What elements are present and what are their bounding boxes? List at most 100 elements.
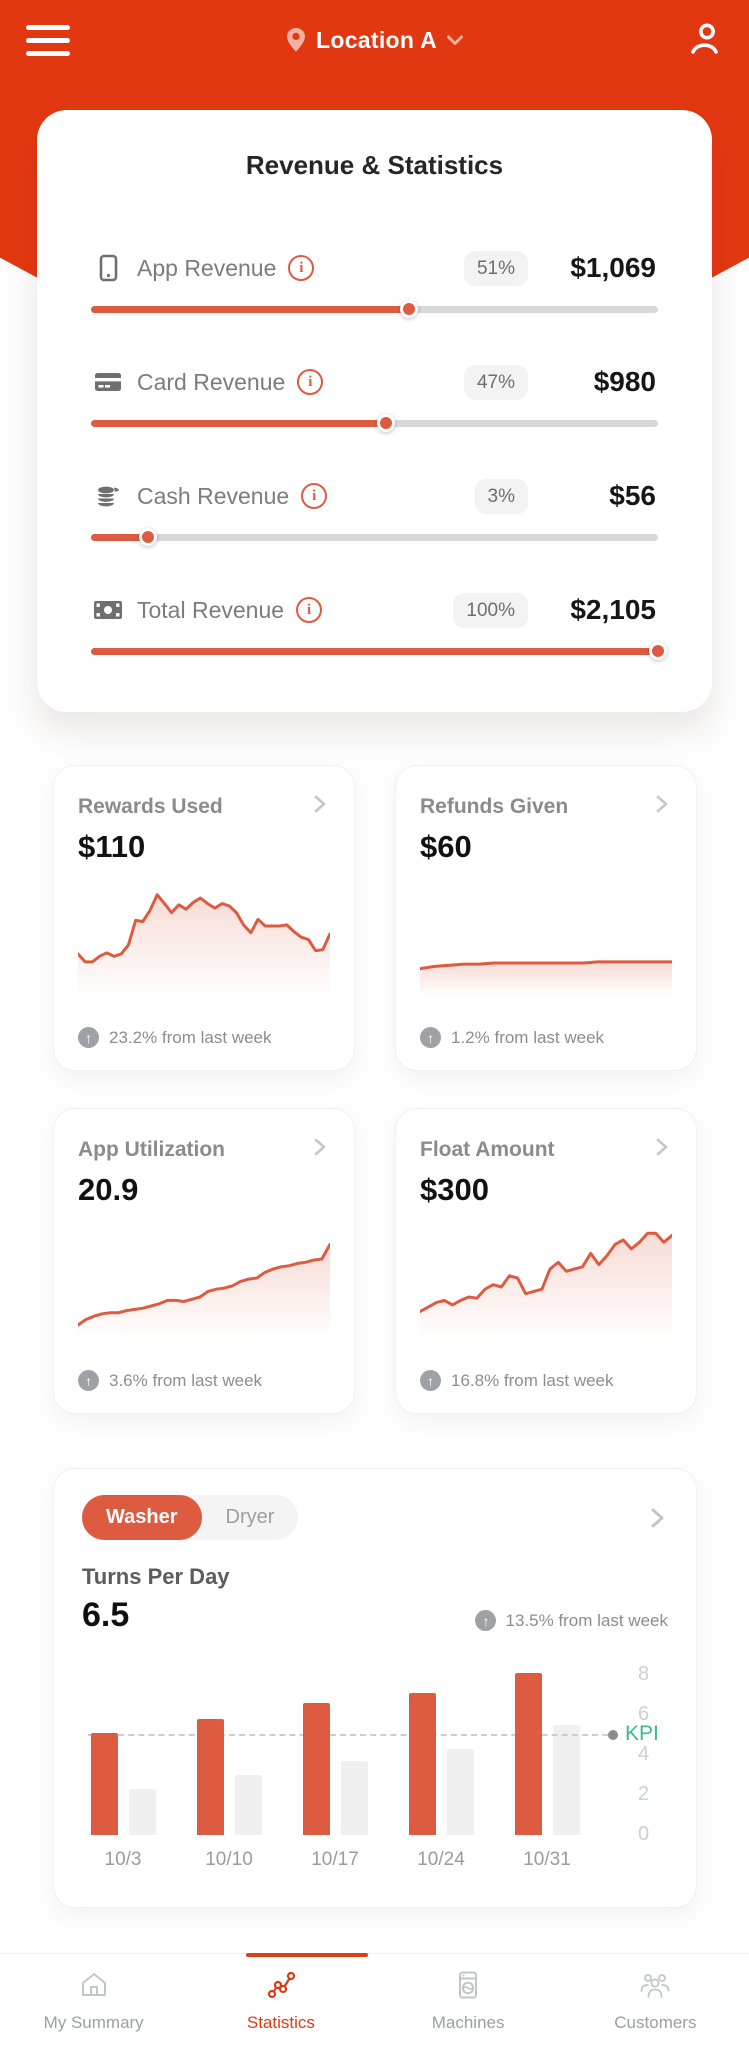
bar-washer bbox=[515, 1673, 542, 1835]
revenue-amount: $980 bbox=[593, 366, 656, 397]
chart-x-labels: 10/3 10/10 10/17 10/24 10/31 bbox=[82, 1849, 668, 1879]
percent-badge: 100% bbox=[453, 592, 528, 628]
bar-comparison bbox=[341, 1761, 368, 1835]
slider-thumb[interactable] bbox=[376, 414, 395, 432]
metric-value-row: 6.5 ↑ 13.5% from last week bbox=[82, 1596, 668, 1635]
info-icon[interactable]: i bbox=[296, 597, 323, 623]
stat-card-value: 20.9 bbox=[78, 1172, 139, 1207]
bar-washer bbox=[91, 1733, 118, 1835]
chevron-right-icon[interactable] bbox=[652, 1135, 672, 1164]
x-axis-label: 10/31 bbox=[523, 1849, 571, 1870]
info-icon[interactable]: i bbox=[301, 483, 328, 509]
slider-thumb[interactable] bbox=[649, 642, 667, 660]
nav-label: Machines bbox=[431, 2013, 505, 2032]
revenue-slider[interactable] bbox=[91, 300, 658, 318]
stat-change-text: 16.8% from last week bbox=[451, 1370, 614, 1390]
revenue-row-label: Cash Revenue bbox=[137, 482, 290, 509]
revenue-row-label: App Revenue bbox=[137, 254, 277, 281]
washer-dryer-toggle: Washer Dryer bbox=[82, 1495, 299, 1540]
kpi-dot bbox=[608, 1730, 618, 1740]
kpi-line bbox=[88, 1734, 608, 1736]
revenue-row: App Revenue i 51% $1,069 bbox=[37, 249, 712, 318]
turns-change: ↑ 13.5% from last week bbox=[475, 1610, 668, 1635]
nav-item-statistics[interactable]: Statistics bbox=[187, 1954, 374, 2048]
metric-value: 6.5 bbox=[82, 1596, 130, 1634]
slider-thumb[interactable] bbox=[399, 300, 418, 318]
location-selector[interactable]: Location A bbox=[285, 27, 464, 54]
chevron-right-icon[interactable] bbox=[310, 1135, 330, 1164]
turns-card-header: Washer Dryer bbox=[82, 1495, 668, 1540]
stat-card-value: $60 bbox=[420, 829, 472, 864]
nav-item-machines[interactable]: Machines bbox=[375, 1954, 562, 2048]
revenue-slider[interactable] bbox=[91, 528, 658, 546]
stat-card-value: $110 bbox=[78, 829, 146, 864]
revenue-row: Total Revenue i 100% $2,105 bbox=[37, 591, 712, 660]
revenue-slider[interactable] bbox=[91, 642, 667, 660]
up-arrow-icon: ↑ bbox=[78, 1370, 99, 1391]
statistics-icon bbox=[265, 1969, 297, 2006]
chevron-right-icon[interactable] bbox=[652, 792, 672, 821]
slider-thumb[interactable] bbox=[138, 528, 157, 546]
stat-card-title: Refunds Given bbox=[420, 794, 569, 818]
turns-bar-chart: KPI 8 6 4 2 0 bbox=[82, 1663, 668, 1845]
toggle-option-washer[interactable]: Washer bbox=[82, 1495, 202, 1540]
up-arrow-icon: ↑ bbox=[78, 1027, 99, 1048]
bar-washer bbox=[197, 1719, 224, 1835]
percent-badge: 51% bbox=[463, 250, 528, 286]
revenue-amount: $1,069 bbox=[570, 252, 656, 283]
bar-comparison bbox=[447, 1749, 474, 1835]
y-axis-tick: 0 bbox=[638, 1823, 650, 1845]
stat-card: Rewards Used $110 ↑ 23.2% from last week bbox=[53, 765, 355, 1071]
stat-cards-grid: Rewards Used $110 ↑ 23.2% from last week Ref… bbox=[53, 765, 697, 1414]
stat-change-text: 1.2% from last week bbox=[451, 1027, 605, 1047]
percent-badge: 3% bbox=[474, 478, 528, 514]
menu-icon[interactable] bbox=[26, 24, 70, 56]
customers-icon bbox=[638, 1969, 672, 2006]
revenue-slider[interactable] bbox=[91, 414, 658, 432]
nav-item-customers[interactable]: Customers bbox=[562, 1954, 749, 2048]
stat-card: Refunds Given $60 ↑ 1.2% from last week bbox=[395, 765, 697, 1071]
chevron-down-icon bbox=[447, 35, 464, 45]
chevron-right-icon[interactable] bbox=[310, 792, 330, 821]
stat-card-value: $300 bbox=[420, 1172, 489, 1207]
profile-icon[interactable] bbox=[685, 21, 723, 59]
nav-label: My Summary bbox=[43, 2013, 144, 2032]
revenue-amount: $56 bbox=[609, 480, 656, 511]
kpi-label: KPI bbox=[625, 1722, 659, 1745]
revenue-row-label: Card Revenue bbox=[137, 368, 286, 395]
revenue-amount: $2,105 bbox=[570, 594, 656, 625]
revenue-card-title: Revenue & Statistics bbox=[245, 150, 504, 180]
stat-card-title: Float Amount bbox=[420, 1137, 555, 1161]
coins-icon bbox=[93, 482, 123, 510]
smartphone-icon bbox=[93, 253, 123, 283]
toggle-option-dryer[interactable]: Dryer bbox=[225, 1506, 275, 1528]
stat-card: Float Amount $300 ↑ 16.8% from last week bbox=[395, 1108, 697, 1414]
cash-bill-icon bbox=[93, 599, 123, 621]
metric-label: Turns Per Day bbox=[82, 1564, 230, 1589]
y-axis-tick: 8 bbox=[638, 1663, 650, 1685]
nav-item-my-summary[interactable]: My Summary bbox=[0, 1954, 187, 2048]
turns-per-day-card: Washer Dryer Turns Per Day 6.5 ↑ 13.5% fr… bbox=[53, 1468, 697, 1908]
info-icon[interactable]: i bbox=[297, 369, 324, 395]
nav-label: Statistics bbox=[246, 2013, 315, 2032]
bar-comparison bbox=[553, 1725, 580, 1835]
bottom-navigation: My Summary Statistics Machines Customers bbox=[0, 1953, 749, 2048]
x-axis-label: 10/17 bbox=[311, 1849, 359, 1870]
stat-card-title: App Utilization bbox=[78, 1137, 225, 1161]
revenue-statistics-card: Revenue & Statistics App Revenue i 51% $1,0… bbox=[37, 110, 712, 712]
turns-change-text: 13.5% from last week bbox=[505, 1610, 668, 1630]
sparkline-chart bbox=[78, 1218, 330, 1340]
up-arrow-icon: ↑ bbox=[420, 1370, 441, 1391]
revenue-row-label: Total Revenue bbox=[137, 596, 285, 623]
y-axis-tick: 6 bbox=[638, 1703, 650, 1725]
stat-card: App Utilization 20.9 ↑ 3.6% from last week bbox=[53, 1108, 355, 1414]
home-icon bbox=[78, 1969, 110, 2006]
up-arrow-icon: ↑ bbox=[420, 1027, 441, 1048]
chevron-right-icon[interactable] bbox=[646, 1504, 668, 1532]
stat-card-title: Rewards Used bbox=[78, 794, 223, 818]
revenue-row: Cash Revenue i 3% $56 bbox=[37, 477, 712, 546]
y-axis-tick: 4 bbox=[638, 1743, 650, 1765]
x-axis-label: 10/10 bbox=[205, 1849, 253, 1870]
info-icon[interactable]: i bbox=[288, 255, 315, 281]
